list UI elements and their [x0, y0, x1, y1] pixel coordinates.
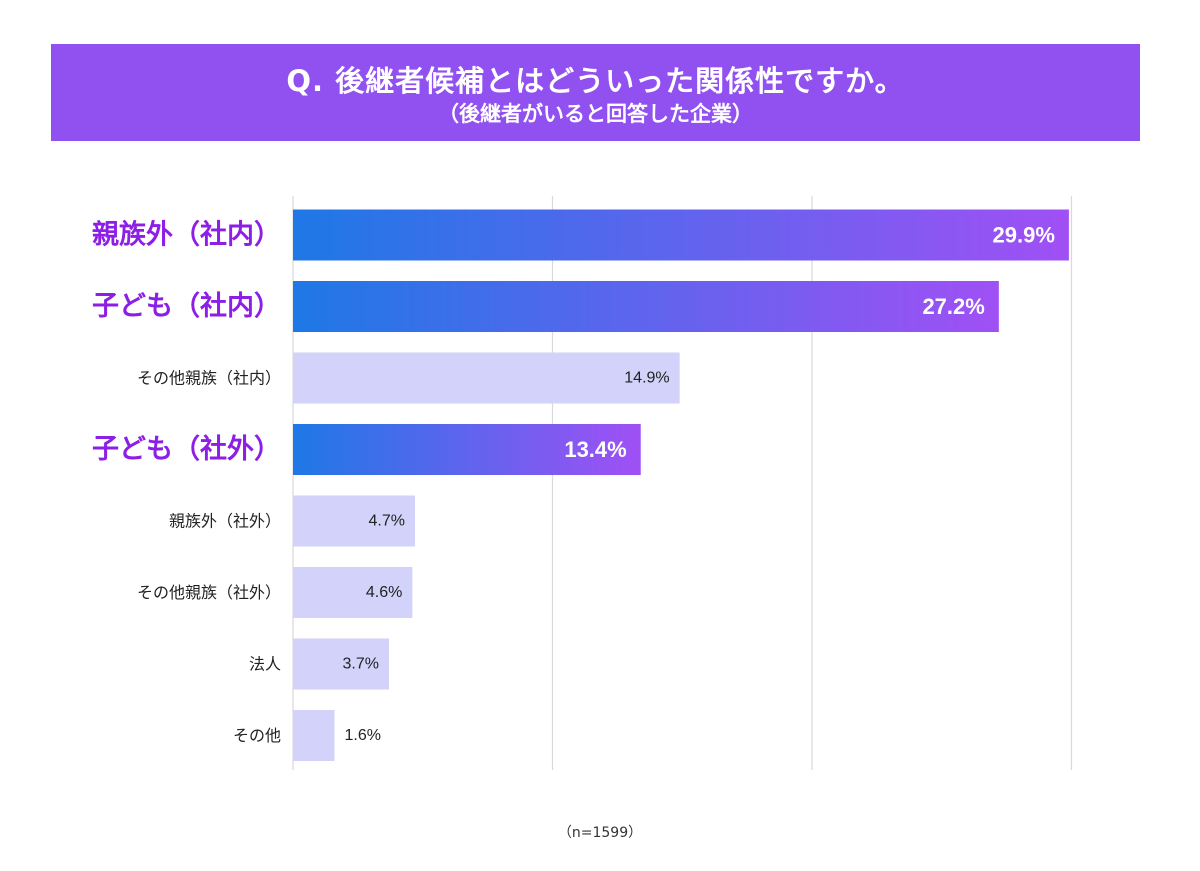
chart-subtitle: （後継者がいると回答した企業）: [438, 102, 753, 126]
category-label-0: 親族外（社内）: [92, 219, 281, 251]
value-label-7: 1.6%: [345, 727, 381, 744]
value-label-2: 14.9%: [624, 370, 669, 387]
bars: 29.9% 27.2% 14.9% 13.4% 4.7% 4.6% 3.7% 1.6%: [293, 209, 1069, 761]
value-label-4: 4.7%: [368, 513, 404, 530]
value-label-5: 4.6%: [366, 584, 402, 601]
value-label-6: 3.7%: [343, 656, 379, 673]
category-label-7: その他: [233, 726, 281, 745]
bar-5: [293, 567, 413, 618]
value-label-3: 13.4%: [564, 437, 626, 462]
category-label-4: 親族外（社外）: [169, 512, 281, 531]
sample-size-note: （n=1599）: [557, 825, 643, 841]
category-labels: 親族外（社内） 子ども（社内） その他親族（社内） 子ども（社外） 親族外（社外） その他…: [92, 219, 281, 746]
value-label-0: 29.9%: [993, 223, 1055, 248]
value-label-1: 27.2%: [922, 294, 984, 319]
category-label-3: 子ども（社外）: [92, 433, 281, 465]
category-label-6: 法人: [249, 655, 281, 674]
bar-4: [293, 495, 415, 547]
category-label-5: その他親族（社外）: [137, 583, 281, 602]
bar-7: [293, 710, 335, 761]
chart-title: Q. 後継者候補とはどういった関係性ですか。: [286, 64, 905, 98]
bar-3: [293, 424, 641, 475]
category-label-1: 子ども（社内）: [92, 290, 281, 322]
bar-1: [293, 281, 999, 332]
chart-header: Q. 後継者候補とはどういった関係性ですか。 （後継者がいると回答した企業）: [51, 44, 1140, 141]
bar-0: [293, 209, 1069, 261]
bar-2: [293, 352, 680, 404]
bar-6: [293, 638, 390, 690]
category-label-2: その他親族（社内）: [137, 369, 281, 388]
